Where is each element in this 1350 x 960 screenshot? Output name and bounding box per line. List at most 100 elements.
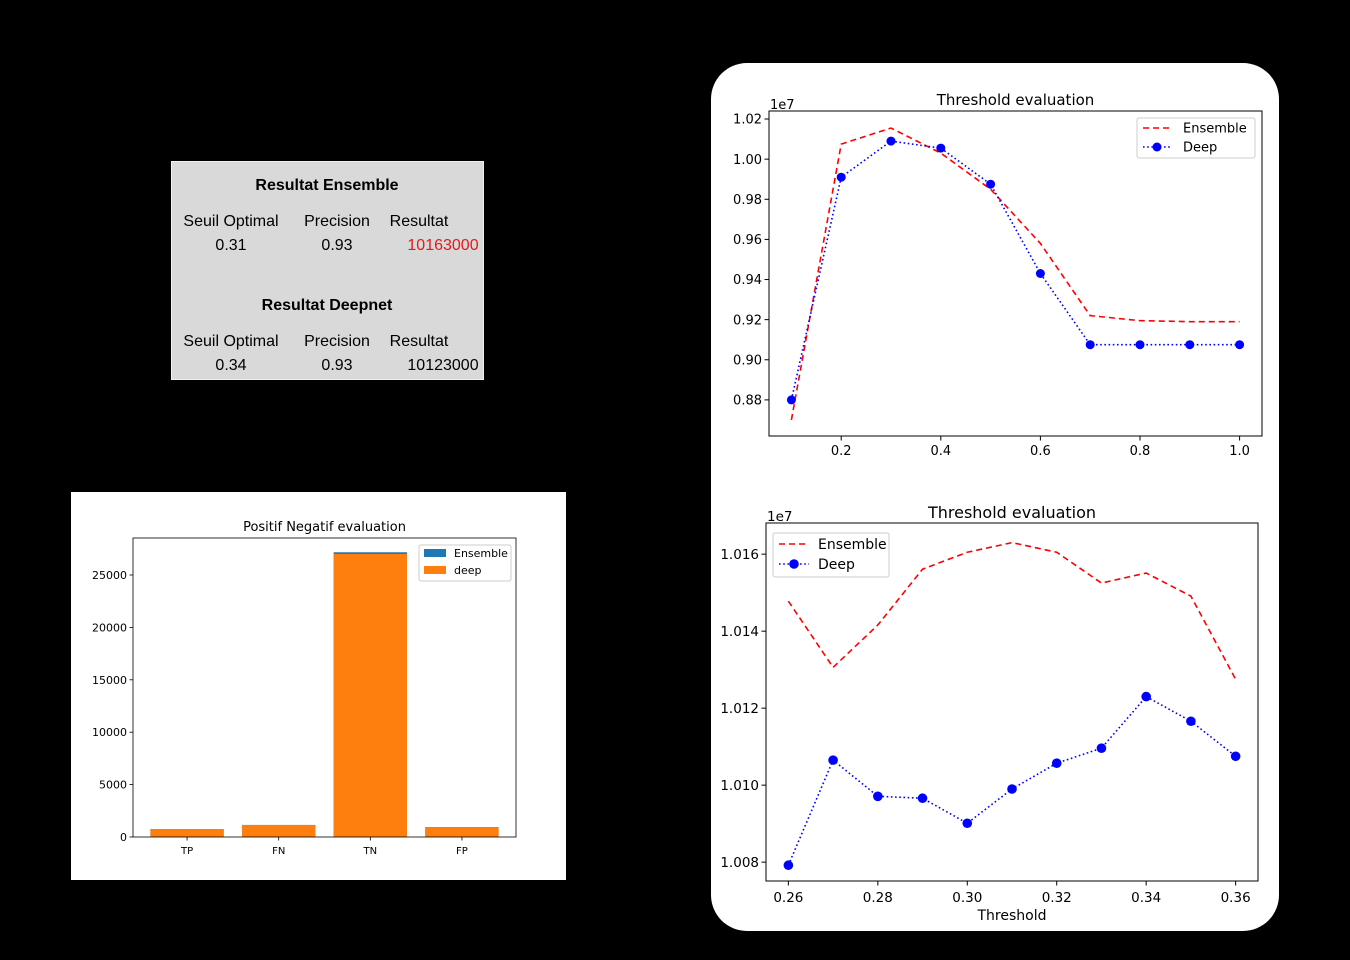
value-precision-ensemble: 0.93 — [321, 237, 353, 254]
section-title-row: Resultat Deepnet — [172, 296, 483, 316]
legend: Ensemble deep — [418, 544, 512, 582]
x-tick-label: 0.26 — [773, 890, 803, 906]
legend-label: Deep — [818, 557, 855, 573]
legend-label: Ensemble — [454, 547, 508, 560]
chart-title: Threshold evaluation — [936, 91, 1095, 109]
value-resultat-ensemble: 10163000 — [407, 237, 479, 254]
results-table-panel: Resultat Ensemble Seuil Optimal Precisio… — [171, 161, 484, 380]
point-deep-7 — [1096, 743, 1107, 753]
legend-entry-ensemble: Ensemble — [424, 547, 508, 560]
legend-label: Ensemble — [818, 537, 887, 553]
y-tick-label: 0.92 — [733, 313, 762, 328]
point-deep-1 — [836, 172, 846, 182]
section-title-row: Resultat Ensemble — [172, 176, 483, 196]
chart-title: Threshold evaluation — [927, 503, 1096, 522]
value-row: 0.31 0.93 10163000 — [172, 236, 483, 256]
y-tick-label: 0.94 — [733, 273, 762, 288]
legend-entry-deep: Deep — [779, 557, 855, 573]
threshold-charts-panel: Threshold evaluation 1e7 0.88 0.90 0.92 0.9… — [711, 63, 1279, 931]
legend-marker — [789, 559, 799, 569]
y-multiplier-label: 1e7 — [767, 509, 792, 525]
point-deep-2 — [873, 791, 883, 802]
x-tick-label-fn: FN — [272, 846, 285, 857]
header-resultat: Resultat — [389, 333, 449, 350]
y-tick-label: 1.02 — [733, 113, 762, 128]
point-deep-9 — [1186, 716, 1196, 727]
point-deep-4 — [962, 818, 973, 829]
x-tick-label: 0.34 — [1131, 890, 1161, 906]
line-series-ensemble — [790, 127, 1240, 421]
header-row: Seuil Optimal Precision Resultat — [172, 332, 483, 352]
y-tick-label: 0.90 — [733, 353, 762, 368]
legend-entry-ensemble: Ensemble — [779, 537, 887, 553]
y-tick-label: 1.010 — [720, 778, 759, 794]
point-deep-0 — [786, 395, 796, 405]
y-multiplier-label: 1e7 — [770, 98, 795, 113]
y-tick-label: 1.012 — [720, 701, 759, 717]
legend-marker — [1152, 142, 1162, 152]
header-row: Seuil Optimal Precision Resultat — [172, 212, 483, 232]
point-deep-6 — [1051, 758, 1062, 769]
section-title-deepnet: Resultat Deepnet — [261, 297, 393, 314]
y-tick-label: 1.014 — [720, 624, 759, 640]
results-section-deepnet: Resultat Deepnet Seuil Optimal Precision… — [172, 282, 483, 392]
legend-label: Ensemble — [1183, 122, 1247, 137]
y-tick-label: 0.88 — [733, 394, 762, 409]
point-deep-3 — [917, 793, 928, 804]
legend-swatch — [424, 549, 446, 557]
x-tick-label: 0.30 — [952, 890, 982, 906]
threshold-chart-bottom: Threshold evaluation 1e7 Threshold 1.008… — [720, 503, 1259, 924]
x-tick-label-tp: TP — [180, 846, 193, 857]
header-resultat: Resultat — [389, 213, 449, 230]
line-series-deep — [783, 691, 1241, 871]
x-tick-label: 0.8 — [1130, 444, 1151, 459]
series-line-deep — [790, 140, 1240, 401]
point-deep-8 — [1141, 691, 1151, 702]
y-tick-label: 0 — [120, 831, 127, 844]
value-seuil-optimal-deepnet: 0.34 — [215, 357, 247, 374]
series-line-ensemble — [790, 127, 1240, 421]
y-tick-label: 1.008 — [720, 855, 759, 871]
legend-entry-deep: Deep — [1143, 141, 1217, 156]
legend-entry-deep: deep — [424, 564, 482, 577]
legend-label: Deep — [1183, 141, 1217, 156]
bar-deep-fp — [425, 827, 499, 837]
bar-chart-panel: Positif Negatif evaluation 0 5000 10000 150… — [71, 492, 566, 880]
point-deep-10 — [1230, 751, 1241, 762]
point-deep-1 — [828, 755, 838, 765]
point-deep-5 — [1007, 784, 1017, 794]
legend: Ensemble Deep — [1136, 117, 1256, 159]
section-title-ensemble: Resultat Ensemble — [255, 177, 399, 194]
y-tick-label: 0.98 — [733, 193, 762, 208]
x-tick-label-fp: FP — [456, 846, 468, 857]
point-deep-4 — [986, 179, 996, 189]
x-tick-label: 0.6 — [1030, 444, 1051, 459]
series-line-ensemble — [787, 541, 1237, 680]
threshold-chart-top: Threshold evaluation 1e7 0.88 0.90 0.92 0.9… — [733, 91, 1263, 459]
value-precision-deepnet: 0.93 — [321, 357, 353, 374]
legend: Ensemble Deep — [772, 532, 890, 578]
y-tick-label: 5000 — [99, 779, 127, 792]
point-deep-5 — [1035, 269, 1045, 278]
bar-series-ensemble — [150, 552, 499, 837]
header-precision: Precision — [304, 333, 370, 350]
x-tick-label: 0.32 — [1042, 890, 1072, 906]
x-tick-label: 0.36 — [1221, 890, 1251, 906]
value-resultat-deepnet: 10123000 — [407, 357, 479, 374]
value-row: 0.34 0.93 10123000 — [172, 356, 483, 376]
plot-frame — [132, 537, 517, 838]
line-series-ensemble — [787, 541, 1237, 680]
y-tick-label: 1.00 — [733, 153, 762, 168]
series-line-deep — [787, 695, 1237, 866]
header-seuil-optimal: Seuil Optimal — [183, 333, 279, 350]
legend-swatch — [424, 566, 446, 574]
bar-series-deep — [150, 554, 499, 837]
point-deep-2 — [886, 136, 896, 146]
point-deep-9 — [1235, 340, 1245, 350]
plot-frame — [768, 110, 1263, 437]
line-series-deep — [786, 136, 1245, 405]
point-deep-8 — [1185, 340, 1195, 350]
header-precision: Precision — [304, 213, 370, 230]
x-tick-label-tn: TN — [363, 846, 378, 857]
bar-deep-fn — [242, 824, 316, 837]
